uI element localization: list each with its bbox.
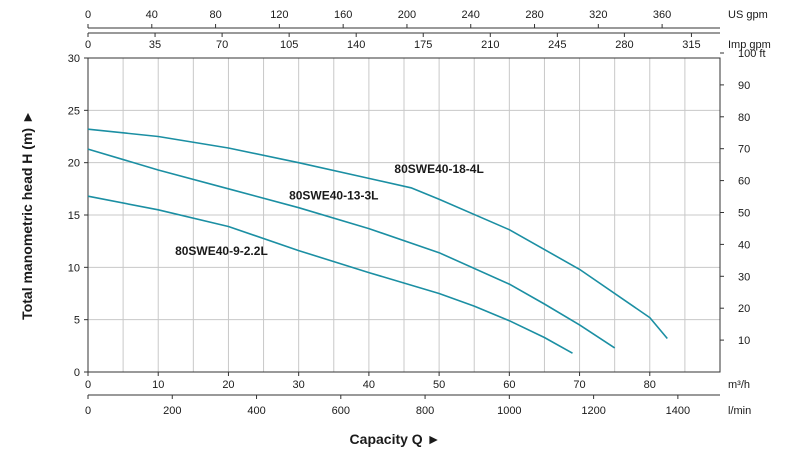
tick-label: 20 [738,303,750,315]
pump-curves [87,128,668,354]
unit-label: US gpm [728,9,768,21]
tick-label: 50 [738,207,750,219]
curve-label: 80SWE40-13-3L [289,188,378,202]
curve-label: 80SWE40-18-4L [394,162,483,176]
tick-label: 360 [653,9,671,21]
unit-label: l/min [728,405,751,417]
tick-label: 80 [738,112,750,124]
tick-label: 25 [68,105,80,117]
tick-label: 70 [573,379,585,391]
tick-label: 800 [416,405,434,417]
tick-label: 315 [682,39,700,51]
tick-label: 280 [615,39,633,51]
tick-label: 0 [74,367,80,379]
tick-label: 140 [347,39,365,51]
tick-label: 10 [152,379,164,391]
tick-label: 105 [280,39,298,51]
tick-label: 30 [293,379,305,391]
tick-label: 40 [146,9,158,21]
tick-label: 0 [85,405,91,417]
tick-label: 100 ft [738,48,766,60]
right-axis-head-ft: 10 20 30 40 50 60 70 80 90 100 ft [720,48,766,347]
unit-label: Imp gpm [728,39,771,51]
tick-label: 245 [548,39,566,51]
tick-label: 30 [68,53,80,65]
tick-label: 200 [163,405,181,417]
tick-label: 280 [525,9,543,21]
pump-curve-80SWE40-18-4L [87,128,668,340]
curve-labels: 80SWE40-18-4L 80SWE40-13-3L 80SWE40-9-2.2L [175,162,484,258]
grid-lines [88,58,720,372]
x-axis-title: Capacity Q ► [350,431,441,447]
top-axis-us-gpm: 0 40 80 120 160 200 240 280 320 360 US gpm [85,9,768,29]
tick-label: 0 [85,379,91,391]
tick-label: 5 [74,315,80,327]
tick-label: 20 [222,379,234,391]
tick-label: 1000 [497,405,521,417]
tick-label: 40 [363,379,375,391]
pump-curve-80SWE40-9-2.2L [87,195,573,354]
tick-label: 120 [270,9,288,21]
left-axis-head-m: 0 5 10 15 20 25 30 [68,53,88,379]
tick-label: 35 [149,39,161,51]
tick-label: 20 [68,158,80,170]
tick-label: 210 [481,39,499,51]
tick-label: 70 [738,144,750,156]
tick-label: 15 [68,210,80,222]
bottom-axis-m3h: 0 10 20 30 40 50 60 70 80 m³/h [85,372,750,391]
tick-label: 50 [433,379,445,391]
tick-label: 30 [738,271,750,283]
pump-curve-80SWE40-13-3L [87,148,616,349]
y-axis-title: Total manometric head H (m) ► [19,110,35,320]
tick-label: 400 [247,405,265,417]
tick-label: 1200 [581,405,605,417]
tick-label: 240 [462,9,480,21]
tick-label: 10 [738,335,750,347]
tick-label: 60 [738,176,750,188]
tick-label: 160 [334,9,352,21]
tick-label: 1400 [666,405,690,417]
tick-label: 80 [209,9,221,21]
tick-label: 10 [68,262,80,274]
tick-label: 200 [398,9,416,21]
tick-label: 0 [85,39,91,51]
tick-label: 60 [503,379,515,391]
tick-label: 80 [644,379,656,391]
tick-label: 40 [738,239,750,251]
tick-label: 600 [332,405,350,417]
tick-label: 70 [216,39,228,51]
curve-label: 80SWE40-9-2.2L [175,244,268,258]
bottom-axis-lmin: 0 200 400 600 800 1000 1200 1400 l/min [85,394,751,417]
tick-label: 175 [414,39,432,51]
top-axis-imp-gpm: 0 35 70 105 140 175 210 245 280 315 Imp gpm [85,32,771,51]
unit-label: m³/h [728,379,750,391]
tick-label: 0 [85,9,91,21]
tick-label: 320 [589,9,607,21]
tick-label: 90 [738,80,750,92]
